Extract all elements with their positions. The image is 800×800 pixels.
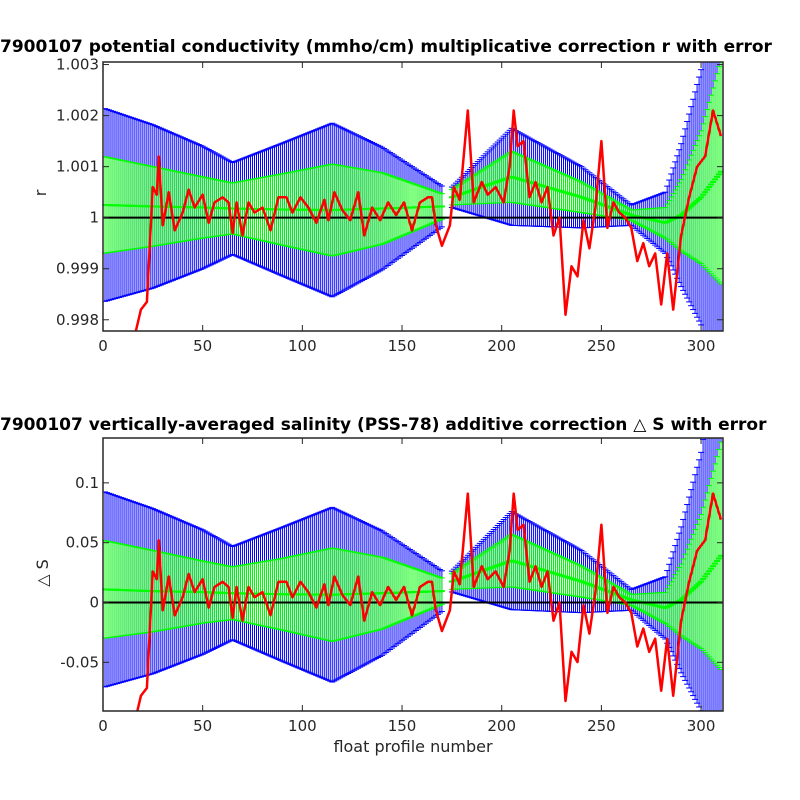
- axes-frame: [102, 61, 724, 332]
- x-tick-label: 50: [193, 717, 212, 735]
- x-tick-label: 300: [687, 337, 716, 355]
- measured-series-line: [134, 109, 723, 331]
- y-tick-label: 1.001: [56, 158, 99, 176]
- plot-area: [103, 62, 723, 331]
- chart-title-conductivity: 7900107 potential conductivity (mmho/cm)…: [0, 37, 773, 57]
- x-tick-label: 150: [388, 337, 417, 355]
- y-tick-label: 0.1: [75, 474, 99, 492]
- y-tick-label: 1.003: [56, 56, 99, 74]
- x-tick-label: 250: [587, 717, 616, 735]
- x-tick-label: 50: [193, 337, 212, 355]
- y-tick-label: 0.05: [66, 534, 99, 552]
- axes-frame: [102, 437, 724, 712]
- y-axis-label-delta-s: △ S: [33, 559, 52, 587]
- x-axis-label: float profile number: [333, 737, 493, 756]
- y-tick-label: 0: [89, 593, 99, 611]
- y-tick-label: 0.998: [56, 311, 99, 329]
- y-tick-label: -0.05: [60, 653, 99, 671]
- plot-area: [103, 438, 723, 711]
- plot-background: [103, 438, 723, 711]
- x-tick-label: 100: [288, 337, 317, 355]
- x-tick-label: 250: [587, 337, 616, 355]
- y-axis-label-r: r: [31, 189, 50, 196]
- x-tick-label: 200: [487, 337, 516, 355]
- x-tick-label: 150: [388, 717, 417, 735]
- y-tick-label: 1: [89, 209, 99, 227]
- x-tick-label: 100: [288, 717, 317, 735]
- y-tick-label: 1.002: [56, 107, 99, 125]
- x-tick-label: 200: [487, 717, 516, 735]
- chart-title-salinity: 7900107 vertically-averaged salinity (PS…: [0, 415, 767, 435]
- x-tick-label: 300: [687, 717, 716, 735]
- x-tick-label: 0: [98, 717, 108, 735]
- measured-series-line: [136, 492, 723, 711]
- plot-conductivity-correction: 0 50 100 150 200 250 300 0.998 0.999 1 1.001 1.002 1…: [56, 56, 724, 355]
- plot-background: [103, 62, 723, 331]
- y-tick-label: 0.999: [56, 260, 99, 278]
- plot-salinity-correction: 0 50 100 150 200 250 300 -0.05 0 0.05 0.1: [60, 437, 724, 735]
- x-tick-label: 0: [98, 337, 108, 355]
